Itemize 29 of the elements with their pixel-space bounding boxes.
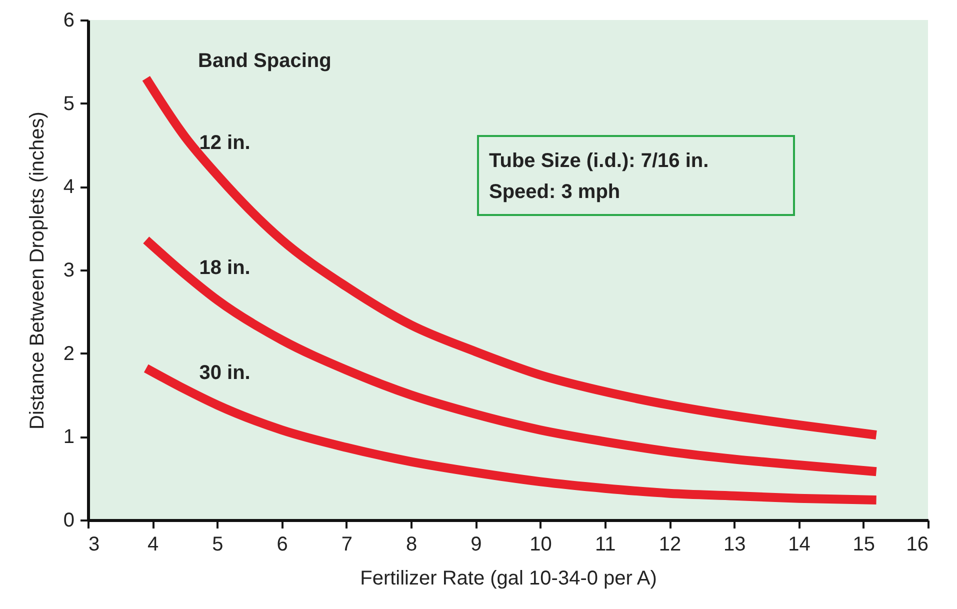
y-tick-label: 0 (63, 510, 74, 532)
x-tick-label: 15 (852, 534, 876, 556)
y-tick-label: 5 (63, 92, 74, 115)
y-tick-label: 4 (63, 176, 74, 198)
x-tick-label: 13 (724, 534, 746, 556)
x-tick-label: 8 (406, 534, 418, 556)
x-tick-label: 7 (341, 534, 353, 556)
series-label: 18 in. (199, 257, 250, 279)
x-tick-label: 6 (276, 534, 288, 556)
x-tick-label: 9 (470, 534, 482, 556)
x-tick-label: 5 (212, 534, 224, 556)
x-axis-title: Fertilizer Rate (gal 10-34-0 per A) (360, 568, 657, 590)
annotation: Speed: 3 mph (489, 181, 620, 203)
x-tick-label: 16 (906, 534, 928, 556)
x-tick-label: 14 (788, 534, 810, 556)
y-tick-label: 1 (63, 426, 74, 448)
y-tick-label: 3 (63, 260, 74, 282)
series-label: 12 in. (199, 132, 250, 154)
y-axis-title: Distance Between Droplets (inches) (26, 112, 48, 430)
y-tick-label: 6 (63, 10, 74, 32)
x-tick-label: 4 (148, 534, 159, 556)
x-tick-label: 3 (88, 534, 100, 556)
x-tick-label: 10 (530, 534, 552, 556)
x-tick-label: 12 (658, 534, 682, 556)
annotation: Tube Size (i.d.): 7/16 in. (489, 150, 709, 172)
legend-title: Band Spacing (198, 50, 332, 72)
x-tick-label: 11 (595, 534, 616, 556)
y-tick-label: 2 (63, 342, 74, 365)
series-label: 30 in. (199, 362, 250, 384)
